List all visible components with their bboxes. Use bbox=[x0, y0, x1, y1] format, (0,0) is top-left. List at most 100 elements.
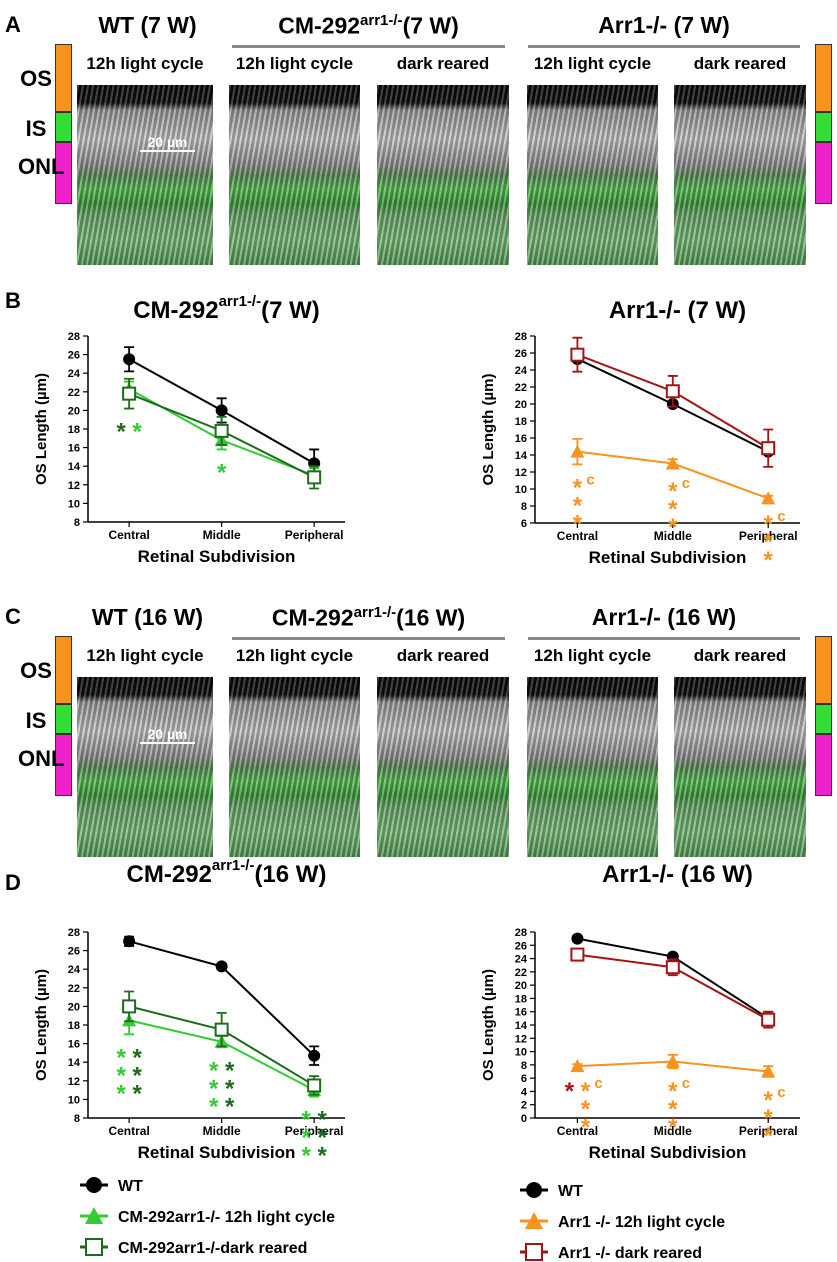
condition-label: 12h light cycle bbox=[533, 646, 652, 665]
legend-marker bbox=[85, 1207, 103, 1224]
heading-text: CM-292 bbox=[278, 12, 361, 39]
data-point bbox=[307, 470, 322, 485]
micrograph bbox=[527, 677, 658, 857]
panel-letter: B bbox=[5, 288, 21, 313]
y-tick-label: 6 bbox=[521, 1073, 527, 1085]
y-tick-label: 6 bbox=[521, 518, 527, 530]
legend-label: CM-292arr1-/- 12h light cycle bbox=[118, 1209, 335, 1226]
significance-mark: *** bbox=[216, 1057, 243, 1111]
y-tick-label: 12 bbox=[68, 480, 80, 492]
title-text: CM-292 bbox=[127, 861, 212, 888]
data-point bbox=[761, 1012, 776, 1027]
y-tick-label: 22 bbox=[68, 983, 80, 995]
micrograph bbox=[377, 677, 509, 857]
x-tick-label: Peripheral bbox=[285, 1124, 344, 1138]
layer-bar bbox=[55, 734, 72, 796]
data-point bbox=[215, 960, 228, 973]
data-point bbox=[214, 1022, 229, 1037]
data-point bbox=[761, 1064, 776, 1078]
data-point bbox=[215, 404, 228, 417]
layer-bar bbox=[55, 142, 72, 204]
data-point bbox=[665, 384, 680, 399]
micrograph bbox=[674, 677, 806, 857]
y-tick-label: 10 bbox=[515, 484, 527, 496]
condition-label: dark reared bbox=[693, 646, 787, 665]
panel-heading: Arr1-/- (7 W) bbox=[528, 12, 800, 39]
title-text: CM-292 bbox=[133, 297, 218, 324]
scale-bar: 20 µm bbox=[140, 134, 195, 152]
x-tick-label: Central bbox=[557, 529, 598, 543]
y-tick-label: 28 bbox=[68, 927, 80, 939]
condition-label: dark reared bbox=[396, 646, 490, 665]
layer-bar bbox=[55, 704, 72, 734]
heading-suffix: (16 W) bbox=[396, 604, 466, 631]
legend-marker bbox=[86, 1177, 102, 1193]
layer-label: OS bbox=[20, 658, 52, 683]
data-point bbox=[570, 444, 585, 458]
layer-bar bbox=[815, 142, 832, 204]
y-tick-label: 14 bbox=[68, 461, 81, 473]
data-point bbox=[570, 947, 585, 962]
significance-sup: c bbox=[682, 475, 690, 492]
y-tick-label: 16 bbox=[515, 1007, 527, 1019]
y-tick-label: 28 bbox=[515, 927, 527, 939]
panel-heading: WT (16 W) bbox=[80, 604, 215, 631]
layer-bar bbox=[815, 112, 832, 142]
y-tick-label: 22 bbox=[515, 382, 527, 394]
title-sup: arr1-/- bbox=[219, 293, 262, 310]
y-tick-label: 14 bbox=[68, 1057, 81, 1069]
data-point bbox=[122, 386, 137, 401]
heading-text: WT (7 W) bbox=[98, 12, 197, 38]
data-point bbox=[571, 932, 584, 945]
y-tick-label: 18 bbox=[515, 416, 527, 428]
x-axis-label: Retinal Subdivision bbox=[589, 548, 747, 567]
title-suffix: (7 W) bbox=[261, 297, 320, 324]
x-tick-label: Peripheral bbox=[285, 528, 344, 542]
layer-label: ONL bbox=[18, 746, 65, 771]
y-tick-label: 8 bbox=[521, 501, 527, 513]
y-tick-label: 12 bbox=[515, 467, 527, 479]
significance-sup: c bbox=[777, 1084, 785, 1101]
x-tick-label: Middle bbox=[654, 529, 692, 543]
y-tick-label: 20 bbox=[515, 399, 527, 411]
y-tick-label: 10 bbox=[68, 498, 80, 510]
panel-letter: C bbox=[5, 604, 21, 629]
y-tick-label: 2 bbox=[521, 1100, 527, 1112]
micrograph bbox=[377, 85, 509, 265]
data-point bbox=[308, 1049, 321, 1062]
x-tick-label: Middle bbox=[654, 1124, 692, 1138]
y-tick-label: 26 bbox=[68, 946, 80, 958]
data-point bbox=[570, 347, 585, 362]
micrograph bbox=[77, 677, 213, 857]
heading-rule bbox=[528, 637, 800, 640]
condition-label: 12h light cycle bbox=[86, 54, 204, 73]
data-point bbox=[665, 1054, 680, 1068]
layer-label: IS bbox=[25, 116, 47, 141]
y-tick-label: 18 bbox=[68, 424, 80, 436]
panel-heading: WT (7 W) bbox=[80, 12, 215, 39]
y-tick-label: 20 bbox=[68, 405, 80, 417]
y-tick-label: 8 bbox=[74, 1113, 80, 1125]
x-tick-label: Central bbox=[108, 1124, 149, 1138]
legend-marker bbox=[525, 1243, 543, 1261]
y-tick-label: 4 bbox=[521, 1086, 528, 1098]
legend-label: WT bbox=[558, 1183, 583, 1200]
y-tick-label: 8 bbox=[74, 517, 80, 529]
y-tick-label: 26 bbox=[515, 348, 527, 360]
y-tick-label: 28 bbox=[68, 331, 80, 343]
micrograph bbox=[229, 677, 360, 857]
scale-bar: 20 µm bbox=[140, 726, 195, 744]
significance-mark: * bbox=[556, 1078, 583, 1096]
heading-text: Arr1-/- (16 W) bbox=[591, 604, 737, 630]
significance-mark: *** bbox=[659, 478, 686, 532]
heading-text: WT (16 W) bbox=[91, 604, 204, 630]
data-point bbox=[761, 491, 776, 505]
significance-mark: *** bbox=[124, 1044, 151, 1098]
y-tick-label: 22 bbox=[515, 967, 527, 979]
x-tick-label: Peripheral bbox=[739, 1124, 798, 1138]
chart-title: CM-292arr1-/-(7 W) bbox=[133, 293, 320, 324]
x-tick-label: Peripheral bbox=[739, 529, 798, 543]
y-tick-label: 24 bbox=[68, 964, 81, 976]
legend-marker bbox=[525, 1212, 543, 1229]
